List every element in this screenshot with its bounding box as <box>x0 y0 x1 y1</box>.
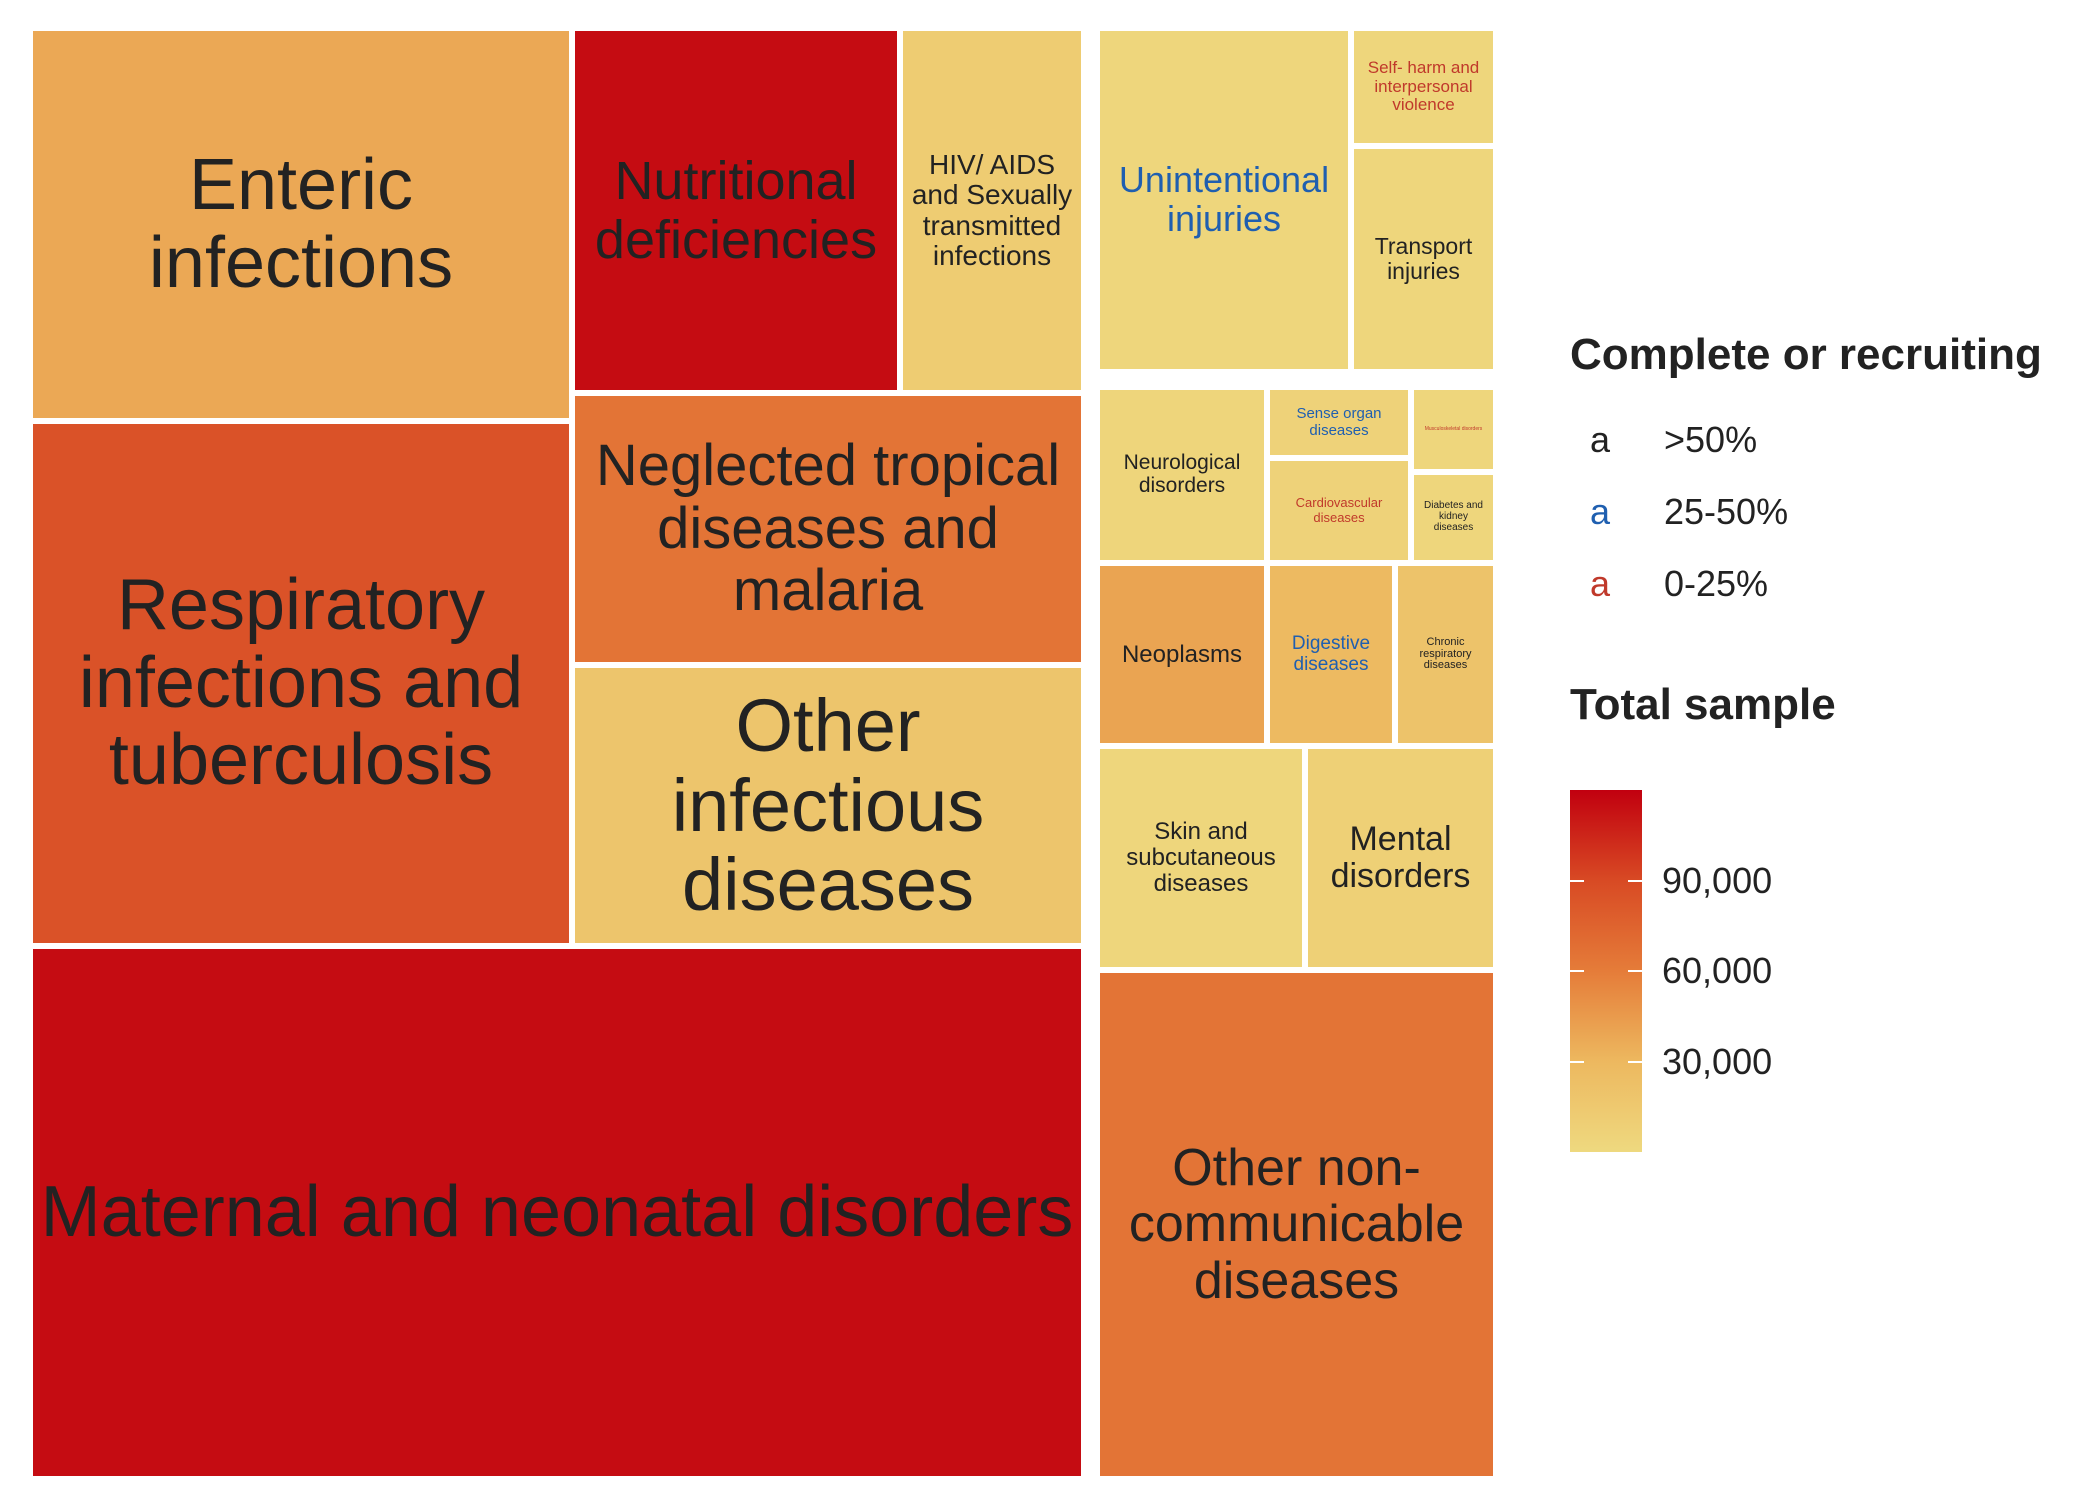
treemap-tile-label: Enteric infections <box>148 144 454 303</box>
fill-legend-title: Total sample <box>1570 680 1836 729</box>
treemap-tile-label: Other non- communicable diseases <box>1128 1139 1465 1310</box>
treemap-tile-label: Neoplasms <box>1121 640 1243 668</box>
legend-label-mid: 25-50% <box>1664 491 1789 532</box>
colorbar-tick <box>1628 1060 1642 1063</box>
treemap-tile-label: Other infectious diseases <box>671 683 985 927</box>
treemap-tile-label: Unintentional injuries <box>1118 159 1330 239</box>
treemap-tile-label: Digestive diseases <box>1291 632 1371 675</box>
colorbar-tick-label: 30,000 <box>1662 1040 1773 1082</box>
colorbar-tick <box>1628 879 1642 882</box>
treemap-tile: Sense organ diseases <box>1267 387 1411 458</box>
treemap-tile: Nutritional deficiencies <box>572 28 900 393</box>
treemap-tile-label: Skin and subcutaneous diseases <box>1126 818 1276 897</box>
treemap-tile: Enteric infections <box>30 28 572 421</box>
legend-label-low: 0-25% <box>1664 563 1769 604</box>
treemap-tile: Cardiovascular diseases <box>1267 458 1411 563</box>
treemap-tile-label: Chronic respiratory diseases <box>1419 635 1472 672</box>
treemap-tile-label: Respiratory infections and tuberculosis <box>78 564 524 801</box>
treemap-tile: Respiratory infections and tuberculosis <box>30 421 572 946</box>
treemap-tile-label: Nutritional deficiencies <box>594 151 878 270</box>
treemap-tile: Transport injuries <box>1351 146 1496 372</box>
legend-label-high: >50% <box>1664 419 1758 460</box>
colorbar-tick <box>1570 970 1584 972</box>
treemap-tile-label: Neurological disorders <box>1123 451 1241 497</box>
colorbar-tick <box>1570 879 1584 882</box>
treemap-tile: Diabetes and kidney diseases <box>1411 472 1496 563</box>
treemap-tile-label: Mental disorders <box>1330 820 1471 895</box>
treemap-tile-label: Diabetes and kidney diseases <box>1424 500 1483 533</box>
treemap-tile: Other infectious diseases <box>572 665 1084 946</box>
treemap-tile-label: HIV/ AIDS and Sexually transmitted infec… <box>911 149 1073 271</box>
treemap-tile: Mental disorders <box>1305 746 1496 970</box>
treemap-tile: Self- harm and interpersonal violence <box>1351 28 1496 146</box>
legend-key-low: a <box>1590 563 1611 604</box>
treemap-tile: Skin and subcutaneous diseases <box>1097 746 1305 970</box>
legend-key-high: a <box>1590 419 1611 460</box>
treemap-tile-label: Transport injuries <box>1374 233 1473 284</box>
treemap-tile: Neurological disorders <box>1097 387 1267 563</box>
treemap-tile: Digestive diseases <box>1267 563 1395 746</box>
text-color-legend-title: Complete or recruiting <box>1570 330 2042 379</box>
legend-item-high: a >50% <box>1570 404 2090 476</box>
treemap-tile-label: Self- harm and interpersonal violence <box>1367 58 1480 115</box>
treemap-tile: Neglected tropical diseases and malaria <box>572 393 1084 665</box>
treemap-tile: Chronic respiratory diseases <box>1395 563 1496 746</box>
legend-item-low: a 0-25% <box>1570 548 2090 620</box>
colorbar-tick <box>1570 1060 1584 1063</box>
fill-color-legend: 30,000 60,000 90,000 <box>1570 790 2070 1160</box>
colorbar-tick <box>1628 970 1642 972</box>
treemap-tile: Musculoskeletal disorders <box>1411 387 1496 472</box>
treemap-tile: Neoplasms <box>1097 563 1267 746</box>
treemap-tile: HIV/ AIDS and Sexually transmitted infec… <box>900 28 1084 393</box>
legend-item-mid: a 25-50% <box>1570 476 2090 548</box>
treemap-tile-label: Neglected tropical diseases and malaria <box>595 433 1061 624</box>
treemap-tile: Maternal and neonatal disorders <box>30 946 1084 1479</box>
treemap-tile-label: Musculoskeletal disorders <box>1424 425 1483 432</box>
colorbar-tick-label: 90,000 <box>1662 859 1773 901</box>
treemap-tile-label: Sense organ diseases <box>1296 405 1382 439</box>
legend-key-mid: a <box>1590 491 1611 532</box>
colorbar-tick-label: 60,000 <box>1662 950 1773 991</box>
treemap-tile-label: Cardiovascular diseases <box>1295 495 1383 525</box>
treemap-tile-label: Maternal and neonatal disorders <box>40 1171 1074 1252</box>
text-color-legend: Complete or recruiting a >50% a 25-50% a… <box>1570 330 2090 730</box>
treemap-tile: Unintentional injuries <box>1097 28 1351 372</box>
treemap-tile: Other non- communicable diseases <box>1097 970 1496 1479</box>
